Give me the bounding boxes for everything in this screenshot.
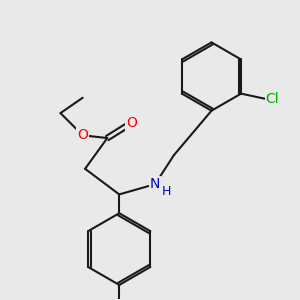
Text: Cl: Cl [266, 92, 279, 106]
Text: H: H [161, 185, 171, 198]
Text: N: N [150, 177, 160, 191]
Text: O: O [127, 116, 137, 130]
Text: O: O [77, 128, 88, 142]
